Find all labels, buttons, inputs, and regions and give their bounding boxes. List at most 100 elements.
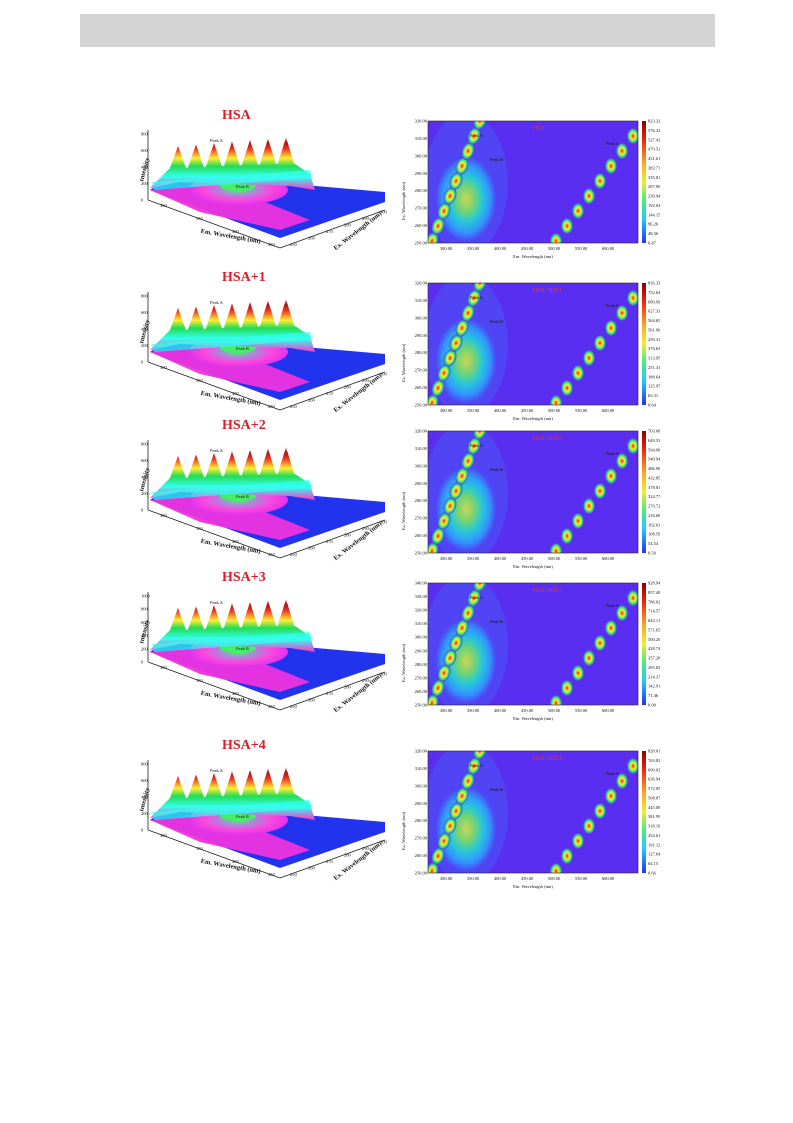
surface-z-tick: 300 bbox=[380, 210, 388, 215]
surface-y-tick: 800 bbox=[141, 132, 149, 137]
contour-y-tick: 280.00 bbox=[415, 818, 428, 823]
surface-plot: Peak A Peak B Intensity Em. Wavelength (nm)… bbox=[138, 120, 400, 255]
color-scale-label: 335.81 bbox=[648, 175, 660, 180]
contour-x-tick: 450.00 bbox=[521, 708, 534, 713]
color-scale-label: 649.53 bbox=[648, 438, 660, 443]
contour-y-tick: 300.00 bbox=[415, 463, 428, 468]
contour-x-tick: 600.00 bbox=[602, 556, 615, 561]
surface-x-tick: 350 bbox=[196, 526, 204, 531]
surface-x-tick: 350 bbox=[196, 846, 204, 851]
contour-plot-title: HSA bbox=[533, 126, 546, 132]
surface-y-tick: 400 bbox=[141, 475, 149, 480]
color-scale-label: 0.64 bbox=[648, 403, 657, 408]
contour-y-tick: 290.00 bbox=[415, 648, 428, 653]
color-scale-label: 127.64 bbox=[648, 852, 660, 857]
contour-x-tick: 300.00 bbox=[440, 408, 453, 413]
surface-z-tick: 270 bbox=[326, 859, 334, 864]
contour-x-tick: 350.00 bbox=[467, 556, 480, 561]
contour-y-tick: 260.00 bbox=[415, 689, 428, 694]
contour-plot-title: HSA+B2L4 bbox=[533, 756, 562, 762]
svg-text:Ex. Wavelength (nm): Ex. Wavelength (nm) bbox=[401, 643, 406, 682]
contour-y-tick: 260.00 bbox=[415, 385, 428, 390]
contour-y-tick: 300.00 bbox=[415, 635, 428, 640]
color-scale-label: 527.41 bbox=[648, 137, 660, 142]
surface-z-tick: 280 bbox=[344, 385, 352, 390]
contour-y-tick: 310.00 bbox=[415, 766, 428, 771]
color-scale-label: 703.08 bbox=[648, 429, 660, 434]
contour-y-tick: 250.00 bbox=[415, 871, 428, 876]
contour-y-tick: 310.00 bbox=[415, 446, 428, 451]
contour-y-tick: 290.00 bbox=[415, 481, 428, 486]
contour-x-tick: 300.00 bbox=[440, 556, 453, 561]
svg-text:Em. Wavelength (nm): Em. Wavelength (nm) bbox=[513, 564, 553, 569]
contour-plot: HSA+B2L4 Peak A Peak B Peak A 320.00 310.00 30… bbox=[400, 743, 661, 903]
surface-plot: Peak A Peak B Intensity Em. Wavelength (nm)… bbox=[138, 582, 400, 717]
color-scale-label: 689.99 bbox=[648, 299, 660, 304]
contour-y-tick: 330.00 bbox=[415, 594, 428, 599]
color-scale-label: 376.63 bbox=[648, 346, 660, 351]
surface-z-tick: 300 bbox=[380, 372, 388, 377]
svg-text:Peak B: Peak B bbox=[236, 494, 249, 499]
svg-text:Em. Wavelength (nm): Em. Wavelength (nm) bbox=[200, 390, 261, 407]
surface-y-tick: 400 bbox=[141, 795, 149, 800]
svg-text:Peak A: Peak A bbox=[210, 768, 224, 773]
color-scale-label: 142.91 bbox=[648, 684, 660, 689]
contour-x-tick: 300.00 bbox=[440, 246, 453, 251]
contour-x-tick: 500.00 bbox=[548, 708, 561, 713]
surface-y-tick: 800 bbox=[141, 442, 149, 447]
svg-text:Peak A: Peak A bbox=[210, 448, 224, 453]
color-scale-label: 96.26 bbox=[648, 222, 659, 227]
surface-y-tick: 400 bbox=[141, 633, 149, 638]
contour-y-tick: 280.00 bbox=[415, 662, 428, 667]
surface-z-tick: 270 bbox=[326, 391, 334, 396]
color-scale-label: 162.63 bbox=[648, 522, 660, 527]
color-scale-label: 381.99 bbox=[648, 814, 660, 819]
color-scale-label: 192.04 bbox=[648, 203, 660, 208]
surface-z-tick: 260 bbox=[308, 866, 316, 871]
contour-x-tick: 350.00 bbox=[467, 246, 480, 251]
contour-y-tick: 300.00 bbox=[415, 315, 428, 320]
surface-y-tick: 200 bbox=[141, 491, 149, 496]
svg-text:Em. Wavelength (nm): Em. Wavelength (nm) bbox=[200, 690, 261, 707]
surface-x-tick: 450 bbox=[268, 404, 276, 409]
svg-text:Em. Wavelength (nm): Em. Wavelength (nm) bbox=[200, 858, 261, 875]
color-scale-label: 324.77 bbox=[648, 494, 660, 499]
contour-y-tick: 340.00 bbox=[415, 581, 428, 586]
surface-y-tick: 600 bbox=[141, 458, 149, 463]
contour-x-tick: 350.00 bbox=[467, 408, 480, 413]
color-scale-label: 828.01 bbox=[648, 749, 660, 754]
contour-y-tick: 270.00 bbox=[415, 368, 428, 373]
contour-y-tick: 310.00 bbox=[415, 298, 428, 303]
surface-y-tick: 0 bbox=[141, 198, 144, 203]
contour-y-tick: 310.00 bbox=[415, 621, 428, 626]
surface-y-tick: 200 bbox=[141, 646, 149, 651]
color-scale-label: 125.97 bbox=[648, 384, 660, 389]
color-scale-label: 714.57 bbox=[648, 609, 660, 614]
contour-x-tick: 550.00 bbox=[575, 876, 588, 881]
contour-y-tick: 260.00 bbox=[415, 853, 428, 858]
surface-plot-title: HSA bbox=[222, 108, 251, 123]
contour-y-tick: 250.00 bbox=[415, 551, 428, 556]
svg-text:Peak A: Peak A bbox=[470, 295, 484, 300]
color-scale-label: 486.90 bbox=[648, 466, 660, 471]
surface-z-tick: 300 bbox=[380, 840, 388, 845]
surface-y-tick: 800 bbox=[141, 294, 149, 299]
contour-y-tick: 290.00 bbox=[415, 333, 428, 338]
svg-text:Ex. Wavelength (nm): Ex. Wavelength (nm) bbox=[401, 811, 406, 850]
surface-plot-title: HSA+2 bbox=[222, 418, 266, 433]
surface-x-tick: 300 bbox=[160, 513, 168, 518]
svg-text:Peak B: Peak B bbox=[236, 184, 249, 189]
surface-y-tick: 0 bbox=[141, 660, 144, 665]
svg-text:Em. Wavelength (nm): Em. Wavelength (nm) bbox=[513, 254, 553, 259]
color-scale-label: 857.48 bbox=[648, 590, 660, 595]
svg-text:Peak B: Peak B bbox=[236, 646, 249, 651]
contour-y-tick: 280.00 bbox=[415, 498, 428, 503]
color-scale-label: 383.71 bbox=[648, 165, 660, 170]
color-scale-label: 445.08 bbox=[648, 805, 660, 810]
surface-z-tick: 260 bbox=[308, 236, 316, 241]
contour-y-tick: 320.00 bbox=[415, 749, 428, 754]
color-scale-label: 500.20 bbox=[648, 637, 660, 642]
surface-plot: Peak A Peak B Intensity Em. Wavelength (nm)… bbox=[138, 750, 400, 885]
surface-x-tick: 450 bbox=[268, 704, 276, 709]
surface-x-tick: 350 bbox=[196, 678, 204, 683]
